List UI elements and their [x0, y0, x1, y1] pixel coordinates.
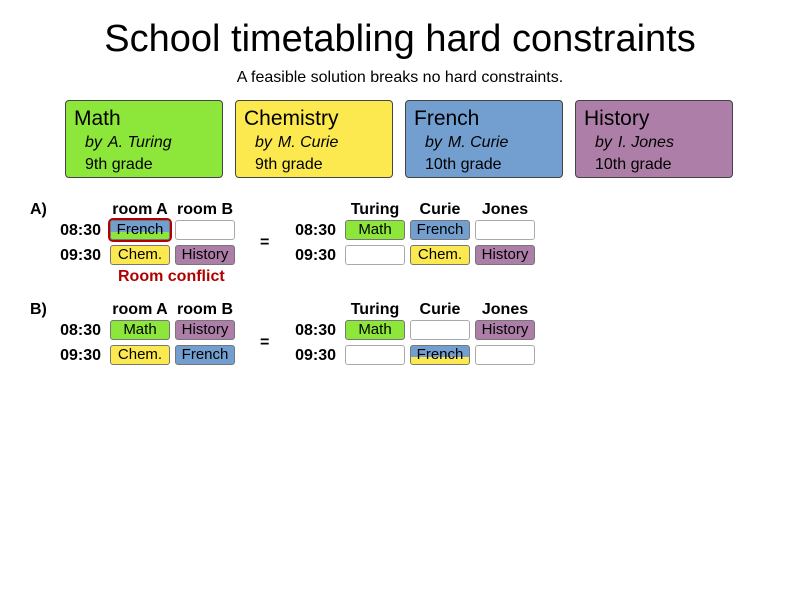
teacher-cell — [475, 220, 535, 240]
time-label: 08:30 — [60, 322, 101, 339]
course-grade: 10th grade — [595, 156, 672, 173]
teacher-header: Jones — [481, 301, 529, 318]
teacher-cell — [475, 345, 535, 365]
scenario-label: B) — [30, 301, 47, 318]
teacher-cell — [345, 345, 405, 365]
course-card-chemistry: Chemistry by M. Curie 9th grade — [235, 100, 393, 178]
teacher-header: Turing — [350, 301, 400, 318]
room-cell: History — [175, 320, 235, 340]
time-label: 09:30 — [60, 247, 101, 264]
room-cell: History — [175, 245, 235, 265]
teacher-header: Curie — [419, 201, 461, 218]
teacher-cell: Math — [345, 220, 405, 240]
page-subtitle: A feasible solution breaks no hard const… — [236, 69, 564, 86]
room-cell — [175, 220, 235, 240]
teacher-header: Jones — [481, 201, 529, 218]
equals-sign: = — [260, 334, 270, 351]
conflict-outline — [108, 218, 172, 242]
equals-sign: = — [260, 234, 270, 251]
room-cell: Chem. — [110, 245, 170, 265]
course-grade: 10th grade — [425, 156, 502, 173]
room-header: room B — [177, 201, 233, 218]
teacher-cell: Math — [345, 320, 405, 340]
course-grade: 9th grade — [255, 156, 323, 173]
time-label: 08:30 — [295, 222, 336, 239]
course-card-french: French by M. Curie 10th grade — [405, 100, 563, 178]
teacher-header: Turing — [350, 201, 400, 218]
course-grade: 9th grade — [85, 156, 153, 173]
teacher-cell: French — [410, 220, 470, 240]
time-label: 08:30 — [295, 322, 336, 339]
course-teacher: by I. Jones — [595, 134, 674, 151]
time-label: 09:30 — [295, 347, 336, 364]
time-label: 09:30 — [295, 247, 336, 264]
room-cell: Chem. — [110, 345, 170, 365]
course-card-math: Math by A. Turing 9th grade — [65, 100, 223, 178]
course-teacher: by A. Turing — [85, 134, 172, 151]
teacher-cell: Chem. — [410, 245, 470, 265]
conflict-label: Room conflict — [118, 268, 225, 285]
time-label: 09:30 — [60, 347, 101, 364]
course-name: Chemistry — [244, 107, 339, 130]
room-header: room B — [177, 301, 233, 318]
room-header: room A — [112, 301, 168, 318]
teacher-header: Curie — [419, 301, 461, 318]
teacher-cell: History — [475, 320, 535, 340]
time-label: 08:30 — [60, 222, 101, 239]
room-cell-conflict: French — [110, 220, 170, 240]
room-header: room A — [112, 201, 168, 218]
teacher-cell — [410, 320, 470, 340]
teacher-cell-overlap: French — [410, 345, 470, 365]
room-cell: French — [175, 345, 235, 365]
course-name: History — [584, 107, 650, 130]
teacher-cell — [345, 245, 405, 265]
room-cell: Math — [110, 320, 170, 340]
teacher-cell: History — [475, 245, 535, 265]
course-name: Math — [74, 107, 121, 130]
page-title: School timetabling hard constraints — [104, 18, 696, 60]
course-card-history: History by I. Jones 10th grade — [575, 100, 733, 178]
course-teacher: by M. Curie — [425, 134, 509, 151]
course-name: French — [414, 107, 480, 130]
course-teacher: by M. Curie — [255, 134, 339, 151]
scenario-label: A) — [30, 201, 47, 218]
